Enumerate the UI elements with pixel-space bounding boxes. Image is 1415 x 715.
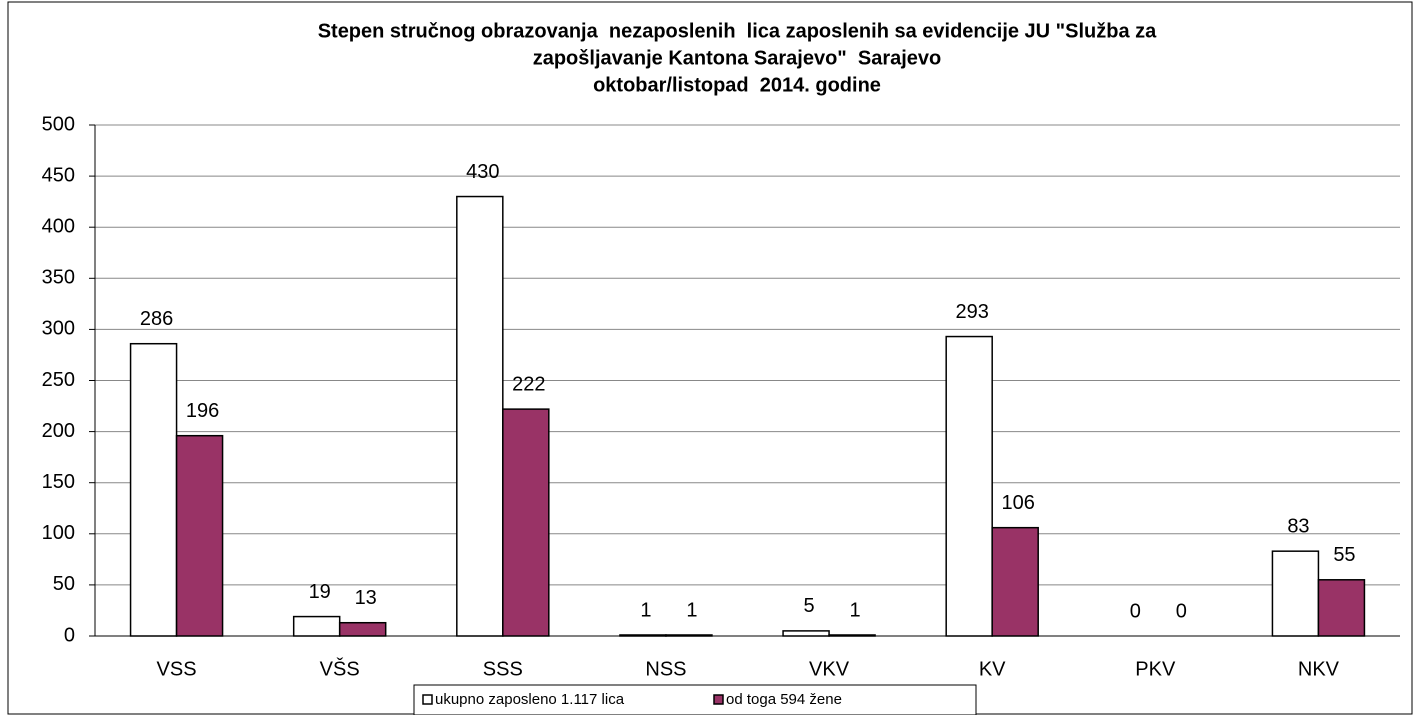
y-tick-label: 100: [42, 522, 75, 544]
data-label: 55: [1333, 544, 1355, 566]
legend-label: ukupno zaposleno 1.117 lica: [435, 691, 625, 708]
y-tick-label: 500: [42, 113, 75, 135]
bar: [991, 526, 1039, 637]
x-tick-label: SSS: [483, 658, 523, 680]
x-tick-label: PKV: [1135, 658, 1176, 680]
x-tick-label: VSS: [157, 658, 197, 680]
bar: [945, 335, 993, 637]
x-tick-label: NKV: [1298, 658, 1340, 680]
data-label: 222: [512, 373, 545, 395]
data-label: 0: [1130, 600, 1141, 622]
chart-title: oktobar/listopad 2014. godine: [593, 74, 881, 96]
data-label: 5: [804, 595, 815, 617]
data-label: 13: [355, 587, 377, 609]
x-tick-label: NSS: [645, 658, 686, 680]
bar: [338, 621, 387, 637]
y-tick-label: 200: [42, 420, 75, 442]
data-label: 19: [309, 581, 331, 603]
bar: [782, 630, 830, 637]
bar: [502, 408, 550, 637]
bar: [175, 434, 224, 637]
x-tick-label: VKV: [809, 658, 850, 680]
data-label: 196: [186, 400, 219, 422]
y-tick-label: 0: [64, 624, 75, 646]
x-tick-label: VŠS: [320, 657, 360, 680]
bar: [1271, 550, 1320, 637]
legend-swatch: [713, 694, 724, 705]
data-label: 106: [1002, 492, 1035, 514]
y-tick-label: 450: [42, 164, 75, 186]
legend-box: [413, 684, 977, 715]
legend-swatch: [422, 694, 433, 705]
data-label: 293: [956, 301, 989, 323]
legend-label: od toga 594 žene: [726, 691, 842, 708]
chart-title: Stepen stručnog obrazovanja nezaposlenih…: [318, 20, 1157, 42]
data-label: 430: [466, 161, 499, 183]
chart-title: zapošljavanje Kantona Sarajevo" Sarajevo: [533, 47, 942, 69]
x-tick-label: KV: [979, 658, 1006, 680]
data-label: 1: [686, 599, 697, 621]
y-tick-label: 300: [42, 318, 75, 340]
y-tick-label: 50: [53, 573, 75, 595]
data-label: 286: [140, 308, 173, 330]
y-tick-label: 250: [42, 369, 75, 391]
y-tick-label: 150: [42, 471, 75, 493]
bar: [129, 342, 178, 637]
bar: [619, 634, 667, 637]
data-label: 1: [640, 599, 651, 621]
y-tick-label: 400: [42, 215, 75, 237]
bar: [292, 615, 341, 637]
bar: [665, 634, 713, 637]
data-label: 1: [850, 599, 861, 621]
bar: [456, 195, 504, 637]
bar: [1317, 579, 1366, 637]
data-label: 0: [1176, 600, 1187, 622]
data-label: 83: [1287, 515, 1309, 537]
bar: [828, 634, 876, 637]
y-tick-label: 350: [42, 267, 75, 289]
